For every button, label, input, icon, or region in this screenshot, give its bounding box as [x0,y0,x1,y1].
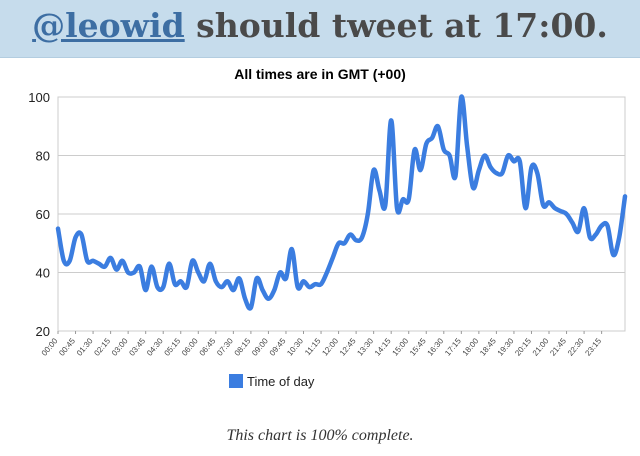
x-tick-label: 13:30 [355,336,375,358]
y-tick-label: 40 [36,266,50,281]
x-tick-label: 15:00 [390,336,410,358]
x-tick-label: 09:00 [250,336,270,358]
legend-label: Time of day [247,374,315,389]
x-tick-label: 17:15 [443,336,463,358]
chart-grid [57,96,626,332]
page-headline: @leowid should tweet at 17:00. [0,4,640,48]
x-tick-label: 22:30 [566,336,586,358]
x-tick-label: 03:00 [110,336,130,358]
header-banner [0,0,640,58]
y-tick-label: 60 [36,207,50,222]
x-tick-label: 21:45 [548,336,568,358]
x-tick-label: 15:45 [408,336,428,358]
x-tick-label: 12:45 [338,336,358,358]
x-tick-label: 02:15 [92,336,112,358]
chart-series [55,94,628,311]
y-tick-label: 100 [28,90,50,105]
series-line-time-of-day [55,94,628,311]
x-tick-label: 09:45 [268,336,288,358]
x-tick-label: 20:15 [513,336,533,358]
x-tick-label: 00:45 [57,336,77,358]
x-tick-label: 03:45 [127,336,147,358]
x-tick-label: 11:15 [303,336,323,357]
x-tick-label: 12:00 [320,336,340,358]
x-tick-label: 04:30 [145,336,165,358]
x-tick-label: 06:00 [180,336,200,358]
chart-legend: Time of day [229,374,315,389]
x-tick-label: 21:00 [531,336,551,358]
twitter-handle-link[interactable]: @leowid [32,6,185,45]
x-tick-label: 10:30 [285,336,305,358]
y-tick-label: 80 [36,149,50,164]
y-axis-ticks: 20 40 60 80 100 [28,90,50,339]
x-tick-label: 18:45 [478,336,498,358]
completion-note: This chart is 100% complete. [226,427,414,444]
x-tick-label: 08:15 [233,336,253,358]
x-tick-label: 18:00 [461,336,481,358]
x-tick-label: 07:30 [215,336,235,358]
legend-swatch [229,374,243,388]
x-tick-label: 19:30 [496,336,516,358]
x-tick-label: 16:30 [426,336,446,358]
chart-title: All times are in GMT (+00) [234,66,406,82]
x-tick-label: 23:15 [583,336,603,358]
x-tick-label: 14:15 [373,336,393,358]
y-tick-label: 20 [36,324,50,339]
x-tick-label: 00:00 [40,336,60,358]
headline-text: should tweet at 17:00. [184,6,608,45]
x-tick-label: 06:45 [198,336,218,358]
x-tick-label: 01:30 [75,336,95,358]
x-tick-label: 05:15 [163,336,183,358]
x-axis-ticks: 00:0000:4501:3002:1503:0003:4504:3005:15… [40,331,603,358]
